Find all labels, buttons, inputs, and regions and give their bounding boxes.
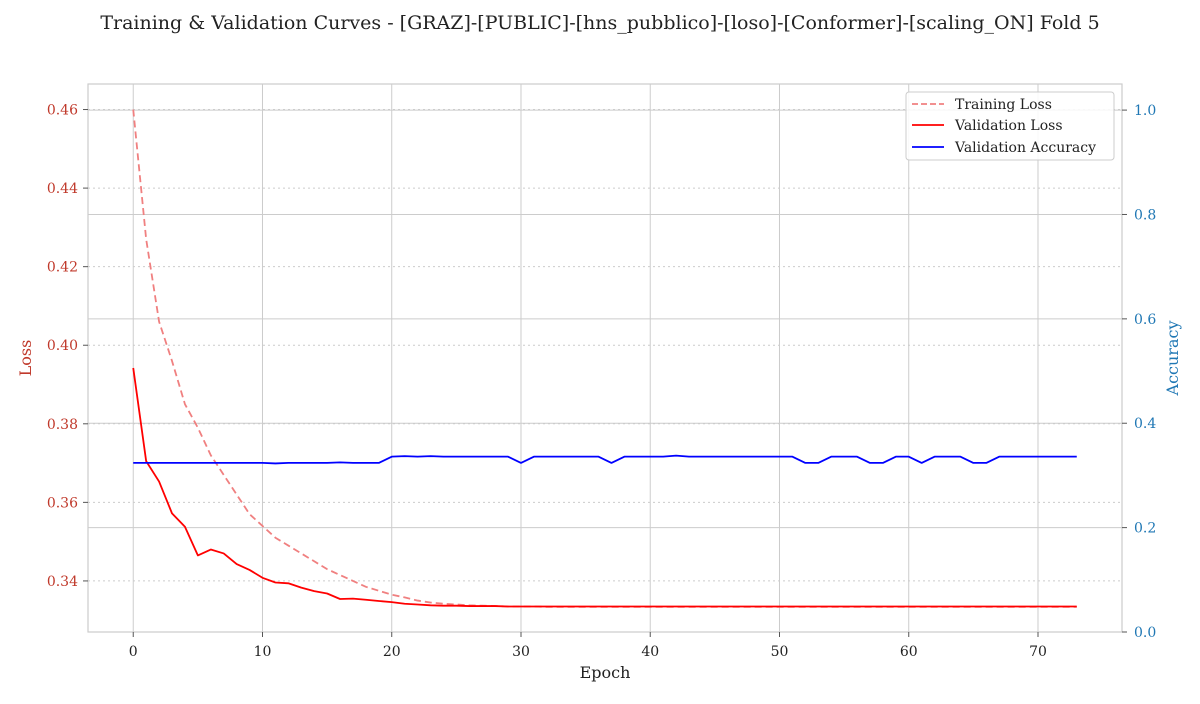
right-y-tick-label: 1.0 bbox=[1134, 103, 1156, 119]
series-line-validation-accuracy bbox=[133, 454, 1077, 465]
left-y-tick-label: 0.36 bbox=[47, 495, 78, 511]
left-y-tick-label: 0.38 bbox=[47, 417, 78, 433]
left-axis-label: Loss bbox=[16, 340, 35, 377]
left-y-tick-label: 0.40 bbox=[47, 338, 78, 354]
x-tick-label: 10 bbox=[254, 644, 272, 660]
x-tick-label: 40 bbox=[641, 644, 659, 660]
chart-title: Training & Validation Curves - [GRAZ]-[P… bbox=[100, 12, 1099, 34]
legend-label-validation-accuracy: Validation Accuracy bbox=[954, 140, 1096, 156]
series-line-validation-loss bbox=[132, 367, 1077, 608]
right-y-tick-label: 0.4 bbox=[1134, 416, 1156, 432]
legend: Training Loss Validation Loss Validation… bbox=[905, 91, 1115, 161]
legend-box bbox=[905, 91, 1115, 161]
right-y-tick-label: 0.0 bbox=[1134, 625, 1156, 641]
x-tick-label: 20 bbox=[383, 644, 401, 660]
left-y-tick-label: 0.44 bbox=[47, 181, 78, 197]
series-line-training-loss bbox=[132, 109, 1077, 608]
right-y-tick-label: 0.6 bbox=[1134, 312, 1156, 328]
x-tick-label: 0 bbox=[129, 644, 138, 660]
x-tick-label: 30 bbox=[512, 644, 530, 660]
right-y-tick-label: 0.8 bbox=[1134, 207, 1156, 223]
right-axis-label: Accuracy bbox=[1163, 321, 1182, 397]
left-y-tick-label: 0.42 bbox=[47, 260, 78, 276]
series-layer bbox=[132, 109, 1077, 608]
x-tick-label: 60 bbox=[900, 644, 918, 660]
x-axis-label: Epoch bbox=[580, 663, 631, 682]
legend-label-training-loss: Training Loss bbox=[955, 97, 1052, 113]
left-y-tick-label: 0.46 bbox=[47, 103, 78, 119]
x-tick-label: 50 bbox=[771, 644, 789, 660]
ticks-layer: 0 10 20 30 40 50 60 70 0.34 0.36 0.38 0.40 0.42 0.44 0… bbox=[47, 103, 1157, 660]
legend-label-validation-loss: Validation Loss bbox=[954, 118, 1063, 134]
left-y-tick-label: 0.34 bbox=[47, 574, 78, 590]
grid-layer bbox=[88, 84, 1122, 633]
plot-frame bbox=[87, 83, 1123, 633]
x-tick-label: 70 bbox=[1029, 644, 1047, 660]
right-y-tick-label: 0.2 bbox=[1134, 521, 1156, 537]
